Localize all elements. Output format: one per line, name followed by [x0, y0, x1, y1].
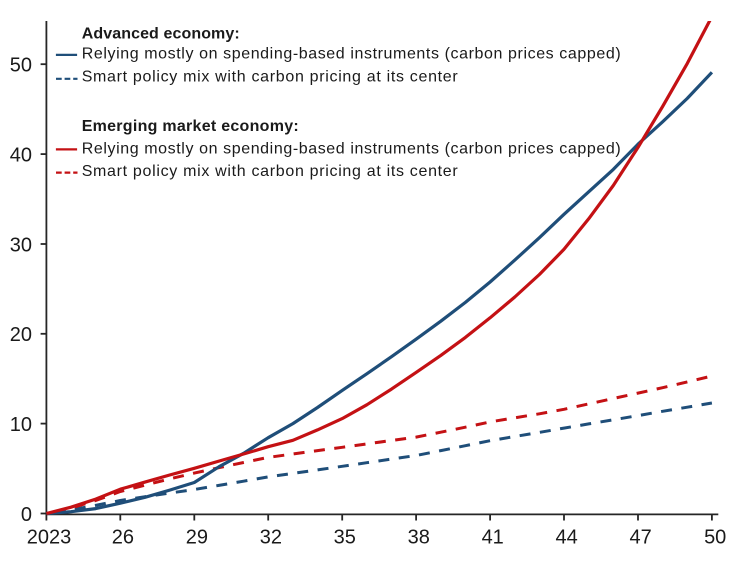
- svg-text:50: 50: [704, 527, 726, 549]
- svg-text:0: 0: [21, 504, 32, 526]
- svg-text:29: 29: [186, 527, 208, 549]
- svg-text:Emerging market economy:: Emerging market economy:: [82, 118, 299, 135]
- svg-text:41: 41: [482, 527, 504, 549]
- svg-text:Smart policy mix with carbon p: Smart policy mix with carbon pricing at …: [82, 163, 459, 180]
- svg-text:10: 10: [10, 414, 32, 436]
- svg-text:44: 44: [555, 527, 577, 549]
- svg-text:Advanced economy:: Advanced economy:: [82, 26, 240, 43]
- svg-text:20: 20: [10, 324, 32, 346]
- svg-text:30: 30: [10, 234, 32, 256]
- svg-text:2023: 2023: [27, 527, 72, 549]
- svg-text:Smart policy mix with carbon p: Smart policy mix with carbon pricing at …: [82, 69, 459, 86]
- svg-text:35: 35: [334, 527, 356, 549]
- svg-text:26: 26: [112, 527, 134, 549]
- svg-text:40: 40: [10, 144, 32, 166]
- svg-text:47: 47: [629, 527, 651, 549]
- svg-text:Relying mostly on spending-bas: Relying mostly on spending-based instrum…: [82, 46, 621, 63]
- svg-text:32: 32: [260, 527, 282, 549]
- svg-text:50: 50: [10, 55, 32, 77]
- svg-text:Relying mostly on spending-bas: Relying mostly on spending-based instrum…: [82, 141, 621, 158]
- svg-text:38: 38: [408, 527, 430, 549]
